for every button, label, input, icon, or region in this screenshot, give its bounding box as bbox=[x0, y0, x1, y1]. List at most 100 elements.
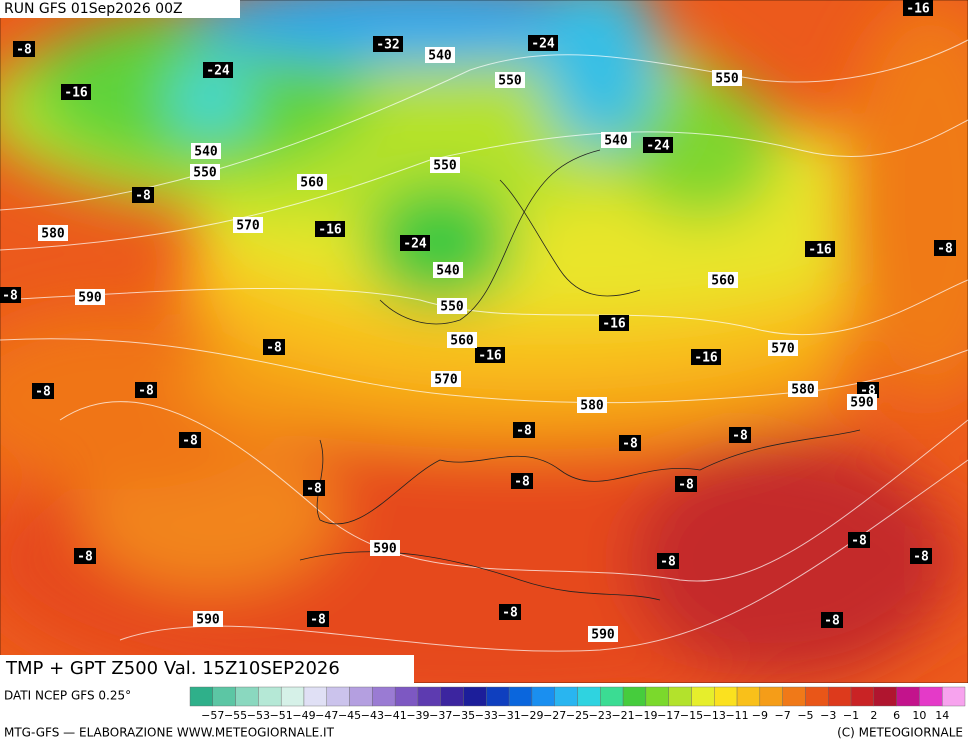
scale-swatch bbox=[805, 686, 829, 707]
scale-label: −27 bbox=[543, 709, 566, 722]
temperature-label: -8 bbox=[16, 43, 32, 58]
scale-label: −41 bbox=[384, 709, 407, 722]
height-label: 540 bbox=[194, 145, 218, 160]
copyright: (C) METEOGIORNALE bbox=[837, 726, 963, 740]
source-note: DATI NCEP GFS 0.25° bbox=[4, 689, 131, 703]
height-label-box bbox=[847, 394, 877, 410]
height-label-box bbox=[233, 217, 263, 233]
temperature-label-box bbox=[135, 382, 157, 398]
temperature-label: -8 bbox=[660, 555, 676, 570]
height-label-box bbox=[193, 611, 223, 627]
scale-swatch bbox=[782, 686, 806, 707]
height-label-box bbox=[437, 298, 467, 314]
height-label: 560 bbox=[711, 274, 735, 289]
temperature-label: -8 bbox=[35, 385, 51, 400]
temperature-label: -16 bbox=[808, 243, 832, 258]
temperature-label-box bbox=[74, 548, 96, 564]
scale-swatch bbox=[326, 686, 350, 707]
temperature-label-box bbox=[0, 287, 21, 303]
temperature-label-box bbox=[13, 41, 35, 57]
scale-swatch bbox=[622, 686, 647, 707]
scale-label: −11 bbox=[725, 709, 748, 722]
temperature-label: -8 bbox=[138, 384, 154, 399]
height-label: 590 bbox=[196, 613, 220, 628]
height-label-box bbox=[75, 289, 105, 305]
temperature-label-box bbox=[729, 427, 751, 443]
temperature-label-box bbox=[400, 235, 430, 251]
temperature-label-box bbox=[643, 137, 673, 153]
footer: TMP + GPT Z500 Val. 15Z10SEP2026 DATI NC… bbox=[0, 655, 968, 745]
height-label: 590 bbox=[591, 628, 615, 643]
temperature-label: -8 bbox=[135, 189, 151, 204]
scale-label: −25 bbox=[566, 709, 589, 722]
temperature-label-box bbox=[475, 347, 505, 363]
temperature-label: -8 bbox=[502, 606, 518, 621]
temperature-label-box bbox=[934, 240, 956, 256]
scale-swatch bbox=[600, 686, 624, 707]
temperature-label-box bbox=[203, 62, 233, 78]
height-label-box bbox=[431, 371, 461, 387]
scale-swatch bbox=[394, 686, 419, 707]
temperature-label: -8 bbox=[266, 341, 282, 356]
height-label-box bbox=[495, 72, 525, 88]
temperature-label: -16 bbox=[906, 2, 930, 17]
height-label-box bbox=[297, 174, 327, 190]
height-label: 570 bbox=[771, 342, 795, 357]
temperature-label: -8 bbox=[516, 424, 532, 439]
height-label: 540 bbox=[428, 49, 452, 64]
scale-label: −37 bbox=[429, 709, 452, 722]
scale-label: −3 bbox=[820, 709, 836, 722]
height-label: 550 bbox=[433, 159, 457, 174]
map-labels: -8 -16 -24 -32 -24 -16 -24 -8 -16 -24 -16 -8 -8 -16 -8… bbox=[0, 0, 956, 643]
scale-swatch bbox=[942, 686, 966, 707]
temperature-label: -8 bbox=[622, 437, 638, 452]
height-label-box bbox=[430, 157, 460, 173]
height-label: 550 bbox=[498, 74, 522, 89]
scale-label: −13 bbox=[703, 709, 726, 722]
temperature-label: -16 bbox=[694, 351, 718, 366]
height-label-box bbox=[38, 225, 68, 241]
scale-label: −31 bbox=[498, 709, 521, 722]
height-label: 590 bbox=[78, 291, 102, 306]
scale-swatch bbox=[919, 686, 943, 707]
temperature-label: -8 bbox=[732, 429, 748, 444]
temperature-label-box bbox=[528, 35, 558, 51]
scale-swatch bbox=[554, 686, 578, 707]
temperature-label: -16 bbox=[478, 349, 502, 364]
scale-label: −55 bbox=[224, 709, 247, 722]
scale-swatch bbox=[349, 686, 373, 707]
temperature-label-box bbox=[691, 349, 721, 365]
scale-swatch bbox=[189, 686, 213, 707]
scale-label: −15 bbox=[680, 709, 703, 722]
scale-label: −9 bbox=[752, 709, 768, 722]
temperature-label-box bbox=[307, 611, 329, 627]
scale-swatch bbox=[668, 686, 692, 707]
map-title: TMP + GPT Z500 Val. 15Z10SEP2026 bbox=[5, 658, 340, 679]
height-label-box bbox=[447, 332, 477, 348]
header: RUN GFS 01Sep2026 00Z bbox=[0, 0, 240, 18]
scale-swatch bbox=[850, 686, 875, 707]
temperature-label: -8 bbox=[306, 482, 322, 497]
scale-swatch bbox=[508, 686, 533, 707]
temperature-label: -8 bbox=[310, 613, 326, 628]
scale-label: −57 bbox=[201, 709, 224, 722]
temperature-label-box bbox=[848, 532, 870, 548]
temperature-label-box bbox=[263, 339, 285, 355]
temperature-label-box bbox=[132, 187, 154, 203]
temperature-label-box bbox=[32, 383, 54, 399]
temperature-label-box bbox=[513, 422, 535, 438]
height-label-box bbox=[712, 70, 742, 86]
temperature-label-box bbox=[303, 480, 325, 496]
scale-swatch bbox=[736, 686, 761, 707]
height-label-box bbox=[788, 381, 818, 397]
height-label: 560 bbox=[300, 176, 324, 191]
scale-swatch bbox=[714, 686, 738, 707]
height-label-box bbox=[768, 340, 798, 356]
scale-swatch bbox=[873, 686, 897, 707]
scale-swatch bbox=[896, 686, 920, 707]
temperature-label: -8 bbox=[851, 534, 867, 549]
temperature-label-box bbox=[499, 604, 521, 620]
temperature-label: -8 bbox=[182, 434, 198, 449]
